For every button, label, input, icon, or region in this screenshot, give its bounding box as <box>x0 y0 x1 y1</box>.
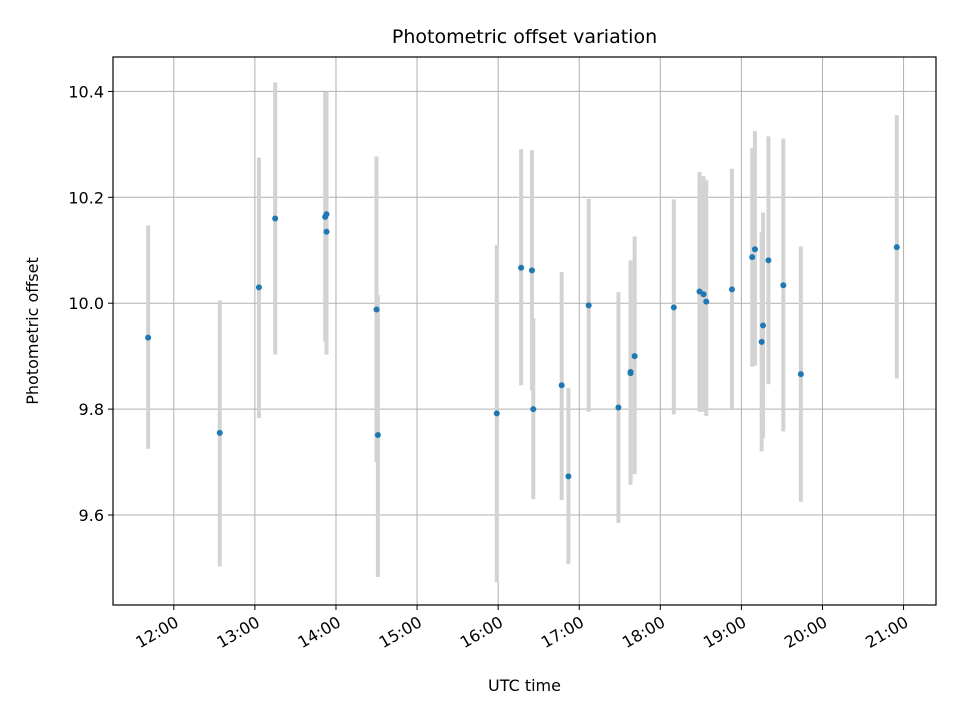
data-point <box>760 322 767 329</box>
data-point <box>323 211 330 218</box>
data-points <box>145 211 900 480</box>
data-point <box>255 284 262 291</box>
data-point <box>615 404 622 411</box>
data-point <box>145 334 152 341</box>
y-tick-label: 9.8 <box>79 400 104 419</box>
y-axis: 9.6 9.8 10.0 10.2 10.4 <box>68 82 113 525</box>
data-point <box>670 304 677 311</box>
data-point <box>765 257 772 264</box>
data-point <box>493 410 500 417</box>
y-tick-label: 10.0 <box>68 294 104 313</box>
data-point <box>700 291 707 298</box>
data-point <box>797 371 804 378</box>
data-point <box>323 228 330 235</box>
data-point <box>518 264 525 271</box>
data-point <box>893 244 900 251</box>
data-point <box>703 298 710 305</box>
y-tick-label: 10.4 <box>68 82 104 101</box>
data-point <box>751 246 758 253</box>
data-point <box>565 473 572 480</box>
y-tick-label: 9.6 <box>79 506 104 525</box>
data-point <box>780 282 787 289</box>
data-point <box>585 302 592 309</box>
data-point <box>749 254 756 261</box>
data-point <box>374 432 381 439</box>
data-point <box>728 286 735 293</box>
plot-frame <box>112 56 937 606</box>
data-point <box>272 215 279 222</box>
y-tick-label: 10.2 <box>68 188 104 207</box>
x-axis-title: UTC time <box>488 676 561 695</box>
data-point <box>216 429 223 436</box>
data-point <box>528 267 535 274</box>
data-point <box>373 306 380 313</box>
data-point <box>758 338 765 345</box>
chart-title: Photometric offset variation <box>392 26 657 48</box>
data-point <box>558 382 565 389</box>
y-axis-title: Photometric offset <box>23 257 42 405</box>
data-point <box>530 406 537 413</box>
data-point <box>631 353 638 360</box>
data-point <box>627 370 634 377</box>
